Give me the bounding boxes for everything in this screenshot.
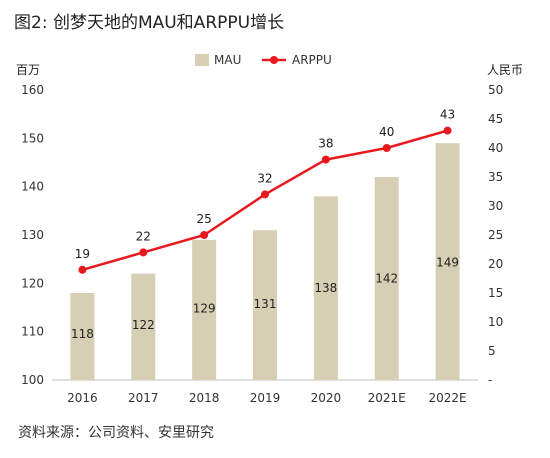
right-tick-label: - [488,373,492,387]
mau-value-label: 122 [132,318,155,332]
x-tick-label: 2017 [128,391,159,405]
left-tick-label: 100 [21,373,44,387]
arppu-value-label: 19 [75,247,90,261]
x-tick-label: 2019 [250,391,281,405]
x-tick-label: 2018 [189,391,220,405]
arppu-point [139,248,148,257]
arppu-value-label: 22 [136,229,151,243]
mau-value-label: 118 [71,327,94,341]
right-tick-label: 30 [488,199,503,213]
right-tick-label: 15 [488,286,503,300]
arppu-value-label: 40 [379,125,394,139]
left-tick-label: 120 [21,276,44,290]
left-tick-label: 130 [21,228,44,242]
legend-swatch-mau [195,54,209,66]
arppu-value-label: 43 [440,108,455,122]
arppu-point [321,155,330,164]
mau-value-label: 149 [436,255,459,269]
arppu-point [443,126,452,135]
mau-bar [131,273,156,380]
arppu-point [200,231,209,239]
legend-label-mau: MAU [214,53,241,67]
left-axis-unit: 百万 [16,63,40,77]
right-tick-label: 20 [488,257,503,271]
mau-value-label: 131 [254,297,277,311]
mau-bar [192,239,217,380]
arppu-value-label: 38 [318,137,333,151]
mau-bar [313,196,338,380]
arppu-value-label: 25 [197,212,212,226]
chart-title: 图2: 创梦天地的MAU和ARPPU增长 [14,13,285,33]
mau-bar [70,293,95,380]
arppu-point [382,144,391,152]
right-tick-label: 45 [488,112,503,126]
left-tick-label: 150 [21,131,44,145]
x-tick-label: 2021E [368,391,406,405]
x-tick-label: 2020 [311,391,342,405]
mau-value-label: 129 [193,302,216,316]
mau-bar [435,143,460,380]
legend-label-arppu: ARPPU [292,53,332,67]
right-tick-label: 5 [488,344,496,358]
right-tick-label: 25 [488,228,503,242]
right-tick-label: 40 [488,141,503,155]
left-tick-label: 110 [21,325,44,339]
mau-bar [253,230,277,380]
mau-value-label: 142 [375,272,398,286]
legend-swatch-arppu-marker [270,56,278,64]
x-tick-label: 2022E [429,391,467,405]
arppu-value-label: 32 [257,171,272,185]
mau-value-label: 138 [314,281,337,295]
source-note: 资料来源：公司资料、安里研究 [18,425,214,441]
x-tick-label: 2016 [67,391,98,405]
arppu-point [78,265,87,274]
right-tick-label: 10 [488,315,503,329]
right-tick-label: 50 [488,83,503,97]
arppu-point [261,190,269,199]
left-tick-label: 160 [21,83,44,97]
right-axis-unit: 人民币 [487,63,523,77]
left-tick-label: 140 [21,180,44,194]
right-tick-label: 35 [488,170,503,184]
mau-bar [374,177,399,380]
